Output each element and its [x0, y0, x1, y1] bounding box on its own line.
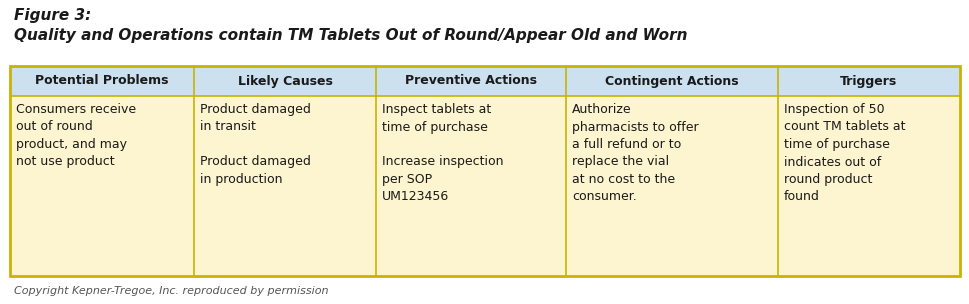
Bar: [194, 66, 376, 96]
Bar: [376, 66, 566, 96]
Text: Quality and Operations contain TM Tablets Out of Round/Appear Old and Worn: Quality and Operations contain TM Tablet…: [14, 28, 687, 43]
Text: Figure 3:: Figure 3:: [14, 8, 91, 23]
Text: Product damaged
in transit

Product damaged
in production: Product damaged in transit Product damag…: [200, 103, 311, 186]
Text: Potential Problems: Potential Problems: [35, 74, 169, 88]
Text: Copyright Kepner-Tregoe, Inc. reproduced by permission: Copyright Kepner-Tregoe, Inc. reproduced…: [14, 286, 328, 296]
Text: Likely Causes: Likely Causes: [237, 74, 332, 88]
Text: Contingent Actions: Contingent Actions: [605, 74, 738, 88]
Text: Authorize
pharmacists to offer
a full refund or to
replace the vial
at no cost t: Authorize pharmacists to offer a full re…: [572, 103, 698, 203]
Bar: [194, 96, 376, 276]
Text: Inspect tablets at
time of purchase

Increase inspection
per SOP
UM123456: Inspect tablets at time of purchase Incr…: [382, 103, 503, 203]
Bar: [10, 96, 194, 276]
Bar: [10, 66, 194, 96]
Bar: [10, 66, 959, 276]
Bar: [376, 96, 566, 276]
Bar: [777, 66, 959, 96]
Text: Triggers: Triggers: [839, 74, 896, 88]
Text: Consumers receive
out of round
product, and may
not use product: Consumers receive out of round product, …: [16, 103, 136, 168]
Bar: [777, 96, 959, 276]
Bar: [566, 66, 777, 96]
Text: Inspection of 50
count TM tablets at
time of purchase
indicates out of
round pro: Inspection of 50 count TM tablets at tim…: [783, 103, 904, 203]
Bar: [566, 96, 777, 276]
Text: Preventive Actions: Preventive Actions: [405, 74, 537, 88]
